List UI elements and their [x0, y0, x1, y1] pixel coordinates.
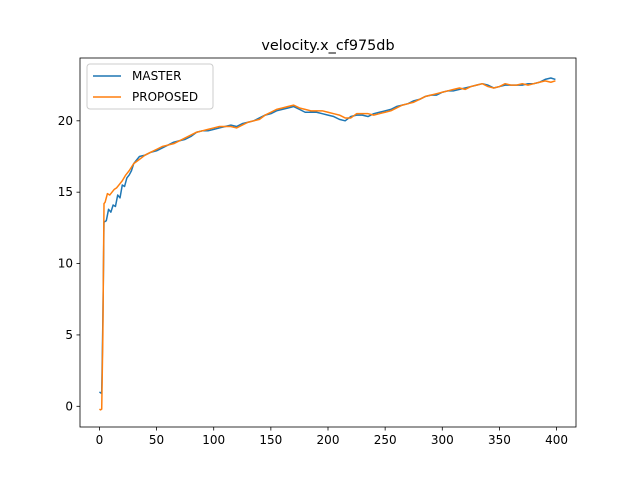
y-tick-label: 15: [58, 185, 73, 199]
chart-title: velocity.x_cf975db: [261, 38, 394, 54]
x-tick-label: 0: [96, 433, 104, 447]
x-tick-label: 300: [431, 433, 454, 447]
legend-label-master: MASTER: [132, 69, 181, 83]
series-line-proposed: [99, 80, 556, 411]
axes: 0 50 100 150 200 250 300 350 400 0 5 10 15 20: [58, 57, 577, 447]
y-tick-label: 0: [65, 399, 73, 413]
x-tick-label: 100: [202, 433, 225, 447]
plot-area: [99, 77, 556, 411]
legend-label-proposed: PROPOSED: [132, 90, 198, 104]
x-tick-label: 150: [259, 433, 282, 447]
x-tick-label: 400: [545, 433, 568, 447]
y-tick-label: 20: [58, 114, 73, 128]
x-tick-label: 50: [149, 433, 164, 447]
y-tick-label: 5: [65, 328, 73, 342]
legend: MASTER PROPOSED: [86, 63, 214, 110]
x-tick-label: 250: [374, 433, 397, 447]
x-tick-label: 350: [488, 433, 511, 447]
y-tick-label: 10: [58, 257, 73, 271]
x-tick-label: 200: [317, 433, 340, 447]
